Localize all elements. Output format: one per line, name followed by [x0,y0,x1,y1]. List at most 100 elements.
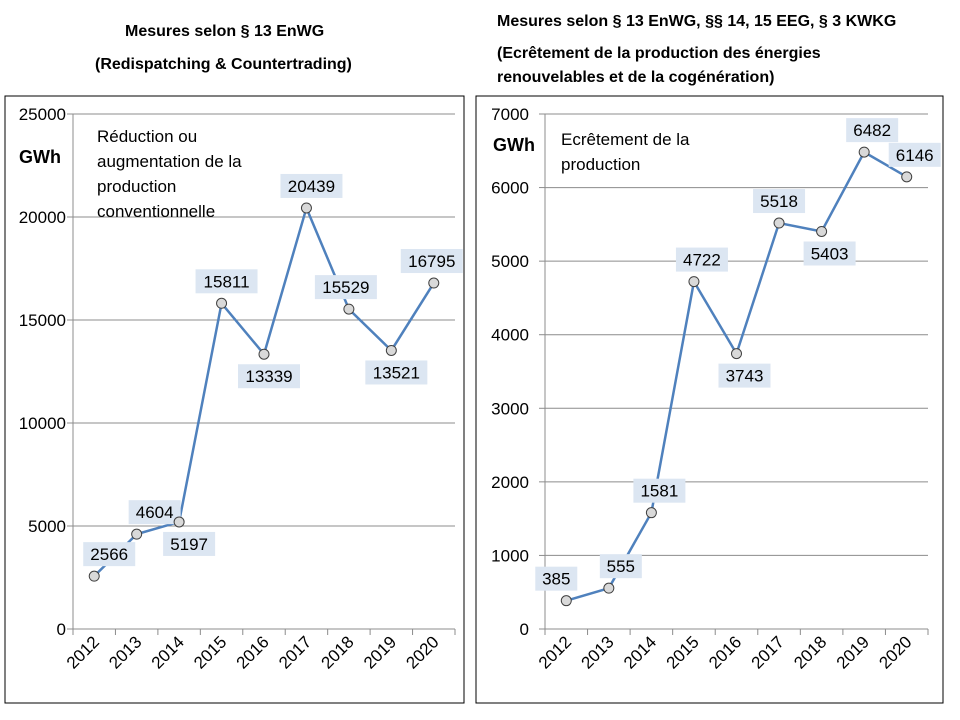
chart1-annotation-line: production [97,177,176,196]
chart2-xtick-label: 2018 [790,632,830,672]
chart1-data-label-bg [280,173,343,198]
chart1-data-label: 15811 [204,272,250,291]
chart2-point [816,225,828,237]
chart2-data-label: 5403 [811,244,849,263]
chart2-data-label-bg [753,189,806,214]
chart1-data-label-bg [128,500,181,525]
chart1-data-label-bg [195,269,258,294]
chart1-xtick-label: 2017 [275,632,315,672]
chart2-xtick-label: 2016 [705,632,745,672]
chart1-point [131,528,143,540]
chart2-data-label-bg [718,363,771,388]
chart1-data-label: 5197 [170,535,208,554]
chart2-data-label-bg [535,566,578,591]
chart2-data-label: 555 [607,557,635,576]
chart2-data-label-bg [599,554,642,579]
chart2-xtick-label: 2014 [620,632,660,672]
chart2-annotation-line: Ecrêtement de la [561,130,690,149]
chart2-ytick-label: 3000 [491,399,529,418]
chart2-point [731,348,742,360]
chart2-xtick-label: 2015 [663,632,703,672]
chart1-point [343,303,355,315]
chart2-frame [475,95,944,704]
chart2-title-line-1: Mesures selon § 13 EnWG, §§ 14, 15 EEG, … [497,13,897,30]
chart1-annotation-line: augmentation de la [97,152,242,171]
chart2-ytick-label: 5000 [491,252,529,271]
chart1-data-label-bg [314,275,377,300]
chart1-point [300,202,312,214]
chart1-xtick-label: 2014 [148,632,188,672]
chart2-data-label-bg [888,142,941,167]
chart2-title: Mesures selon § 13 EnWG, §§ 14, 15 EEG, … [497,8,896,92]
chart1-data-label: 20439 [288,177,335,196]
chart2-title-line-3: renouvelables et de la cogénération) [497,69,775,86]
chart1-data-label: 4604 [136,503,174,522]
chart1-data-label: 15529 [322,278,369,297]
chart1-point [385,344,397,356]
chart2-point [560,595,572,607]
chart1-xtick-label: 2015 [190,632,230,672]
chart2-data-label: 1581 [640,482,678,501]
chart2-ytick-label: 0 [520,620,529,639]
chart2-data-label-bg [803,241,856,266]
chart2-data-label: 3743 [726,367,764,386]
chart1-data-label: 13521 [373,363,420,382]
chart2-title-line-2: (Ecrêtement de la production des énergie… [497,45,821,62]
chart2-xtick-label: 2019 [833,632,873,672]
chart1-ytick-label: 15000 [19,311,66,330]
chart1-point [428,277,440,289]
chart1-title: Mesures selon § 13 EnWG (Redispatching &… [95,18,352,79]
chart1-point [173,516,185,528]
chart2-data-label-bg [675,247,728,272]
chart1-data-label: 16795 [408,252,455,271]
chart1-point [258,348,270,360]
chart2-data-label: 385 [542,570,570,589]
chart2-ylabel: GWh [493,135,535,155]
chart2-point [688,276,700,288]
chart1-annotation-line: Réduction ou [97,127,197,146]
chart1-data-label-bg [365,360,428,385]
chart1-data-label: 13339 [245,367,292,386]
chart1-data-label-bg [238,364,300,389]
chart1-point [216,297,228,309]
chart2-data-label-bg [633,478,686,503]
chart2-data-label: 4722 [683,251,721,270]
chart2-data-label: 6146 [896,146,934,165]
chart1-xtick-label: 2016 [233,632,273,672]
chart1-ytick-label: 5000 [28,517,66,536]
chart2-ytick-label: 6000 [491,179,529,198]
chart2-annotation-line: production [561,155,640,174]
chart1-data-label-bg [400,249,463,274]
chart2-xtick-label: 2012 [535,632,575,672]
chart2-ytick-label: 2000 [491,473,529,492]
chart1-frame [4,95,465,704]
chart1-xtick-label: 2020 [402,632,442,672]
chart2-xtick-label: 2020 [875,632,915,672]
chart1-title-line-1: Mesures selon § 13 EnWG [125,23,325,40]
chart2-point [773,217,785,229]
chart1-xtick-label: 2013 [105,632,145,672]
chart1-ytick-label: 20000 [19,208,66,227]
chart2-point [858,146,870,158]
chart2-point [901,171,913,183]
chart2-data-label: 5518 [760,192,798,211]
chart2-ytick-label: 7000 [491,105,529,124]
chart1-ytick-label: 0 [57,620,66,639]
chart1-xtick-label: 2019 [360,632,400,672]
chart1-ylabel: GWh [19,147,61,167]
chart2-point [645,507,657,519]
chart1-title-line-2: (Redispatching & Countertrading) [95,56,352,73]
chart2-ytick-label: 4000 [491,326,529,345]
chart1-data-label-bg [83,542,136,567]
chart1-xtick-label: 2012 [63,632,103,672]
chart1-xtick-label: 2018 [318,632,358,672]
chart2-xtick-label: 2013 [577,632,617,672]
chart1-annotation-line: conventionnelle [97,202,215,221]
chart1-data-label-bg [163,531,216,556]
chart1-ytick-label: 25000 [19,105,66,124]
chart2-ytick-label: 1000 [491,546,529,565]
chart2-xtick-label: 2017 [748,632,788,672]
chart1-data-label: 2566 [90,545,128,564]
chart2-point [603,582,615,594]
